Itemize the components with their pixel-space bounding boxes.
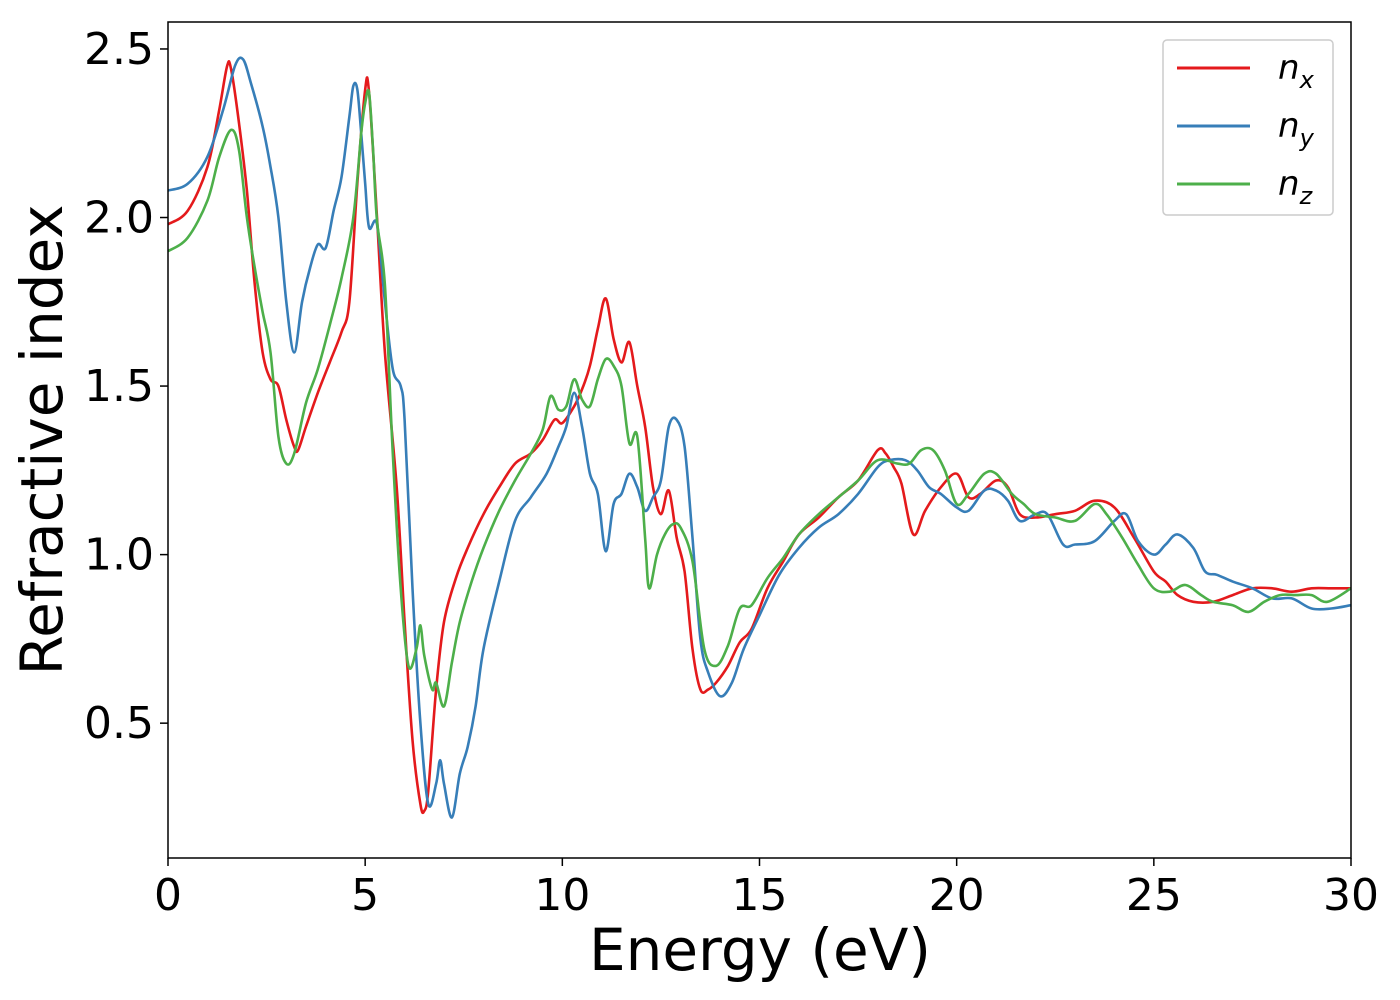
series-layer — [167, 56, 1352, 819]
plot-background — [168, 22, 1351, 858]
x-axis-ticks: 0 5 10 15 20 25 30 — [154, 858, 1379, 921]
x-axis-title: Energy (eV) — [589, 916, 931, 984]
y-tick-label: 1.0 — [84, 530, 154, 581]
series-line-z — [167, 88, 1352, 708]
legend-label-y: ny — [1278, 106, 1315, 152]
legend: nx ny nz — [1162, 39, 1334, 216]
x-tick-label: 20 — [929, 870, 985, 921]
y-tick-label: 0.5 — [84, 698, 154, 749]
series-line-y — [167, 56, 1352, 819]
x-tick-label: 0 — [154, 870, 182, 921]
x-tick-label: 25 — [1126, 870, 1182, 921]
series-line-x — [167, 60, 1351, 815]
y-tick-label: 2.0 — [84, 193, 154, 244]
y-tick-label: 1.5 — [84, 361, 154, 412]
x-tick-label: 30 — [1323, 870, 1379, 921]
legend-label-x: nx — [1278, 48, 1315, 94]
x-tick-label: 10 — [534, 870, 590, 921]
y-axis-title: Refractive index — [8, 204, 76, 675]
x-tick-label: 15 — [732, 870, 788, 921]
y-axis-ticks: 0.5 1.0 1.5 2.0 2.5 — [84, 24, 168, 749]
legend-label-z: nz — [1278, 164, 1314, 210]
y-tick-label: 2.5 — [84, 24, 154, 75]
x-tick-label: 5 — [351, 870, 379, 921]
